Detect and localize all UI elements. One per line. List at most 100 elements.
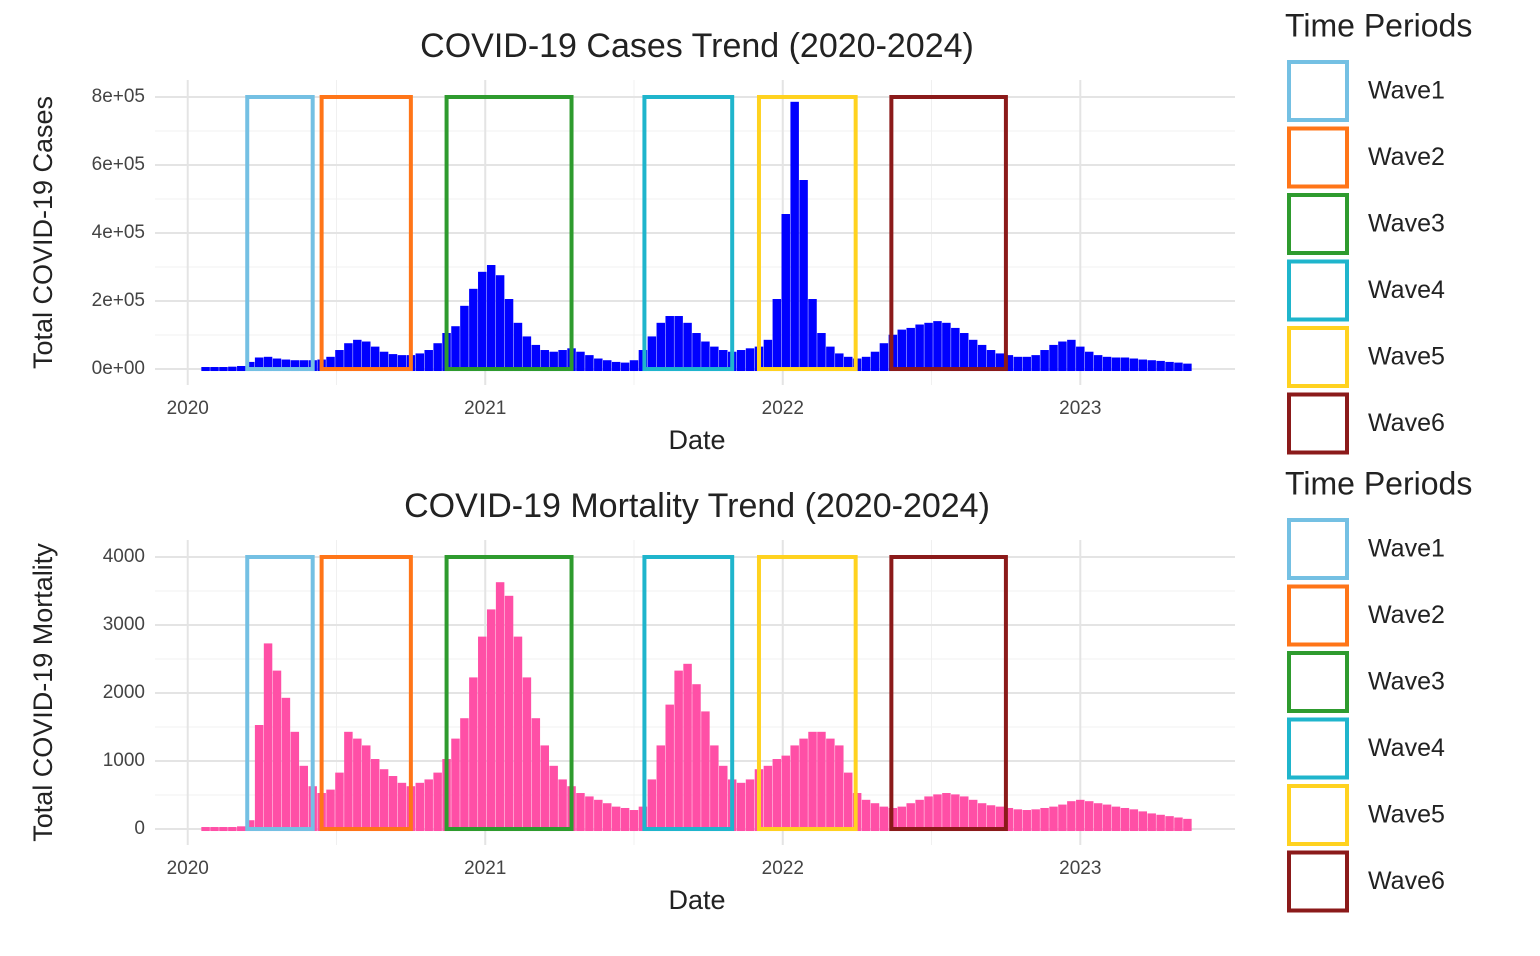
bar [701,711,710,832]
bar [451,326,460,372]
bar [1174,817,1183,832]
bar [558,779,567,832]
bar [513,636,523,832]
bar [576,793,585,832]
bar [290,360,300,372]
bar [1120,357,1130,372]
bar [362,745,371,832]
bar [433,772,442,832]
bar [522,677,532,832]
bar [585,355,594,372]
bar [1183,818,1192,832]
bar [835,353,844,372]
bar [1067,801,1076,832]
bar [629,360,639,372]
bar [1129,358,1139,372]
bar [951,794,960,832]
bar [245,361,255,372]
wave-box [889,95,1008,372]
bar [504,595,514,832]
y-tick-label: 4000 [103,546,145,567]
legend-key [1287,717,1349,780]
bar [245,820,255,832]
x-tick-label: 2022 [762,858,804,879]
bar [1031,809,1040,832]
bar [210,827,219,832]
x-tick-label: 2023 [1059,858,1101,879]
wave-box [245,95,315,372]
y-tick-label: 0e+00 [92,358,145,379]
bar [353,339,362,372]
bar [1013,809,1023,832]
bar [799,180,808,372]
bar [843,772,853,832]
legend-title: Time Periods [1285,465,1472,501]
legend-key [1287,60,1349,122]
bar [558,350,567,372]
legend-key [1287,193,1349,255]
bar [335,772,344,832]
bar [942,322,951,372]
bar [1058,804,1067,832]
legend-key [1287,259,1349,322]
bar [379,351,389,372]
bar [968,339,978,372]
bar [495,582,505,832]
bar [602,360,612,372]
bar [986,350,996,372]
bar [692,684,701,832]
bar [424,350,433,372]
bar [897,806,907,832]
bar [1093,803,1103,832]
bar [460,718,469,832]
wave-box [245,555,315,832]
bar [263,643,273,832]
wave-box [642,555,735,832]
bar [995,353,1005,372]
bar [576,351,585,372]
bar [1076,799,1085,832]
bar [549,765,558,832]
bar [1147,813,1156,832]
bar [433,343,442,372]
bar [1093,355,1103,372]
bar [826,346,835,372]
bar [415,782,425,832]
bar [549,351,558,372]
bar [379,769,389,832]
bar [353,738,362,832]
bar [629,810,639,832]
bar [219,367,228,372]
bar [665,316,674,372]
bar [201,367,210,372]
bar [745,348,755,372]
bar [370,346,380,372]
bar [1084,801,1094,832]
bar [210,367,219,372]
bar [861,799,871,832]
legend-label: Wave2 [1368,143,1445,171]
bar [299,360,308,372]
bar [1040,807,1049,832]
chart-title: COVID-19 Mortality Trend (2020-2024) [404,487,990,525]
bar [620,807,630,832]
bar [870,803,880,832]
y-tick-label: 8e+05 [92,86,145,107]
bar [951,327,960,372]
bar [1138,359,1148,372]
legend-title: Time Periods [1285,7,1472,43]
bar [1049,806,1058,832]
bar [1040,350,1049,372]
bar [620,362,630,372]
wave-box [889,555,1008,832]
bar [674,316,683,372]
bar [763,339,773,372]
bar [254,725,264,832]
bar [1013,356,1023,372]
x-tick-label: 2021 [464,858,506,879]
bar [201,827,210,832]
y-tick-label: 6e+05 [92,154,145,175]
bar [861,356,871,372]
bar [228,827,237,832]
y-tick-label: 4e+05 [92,222,145,243]
